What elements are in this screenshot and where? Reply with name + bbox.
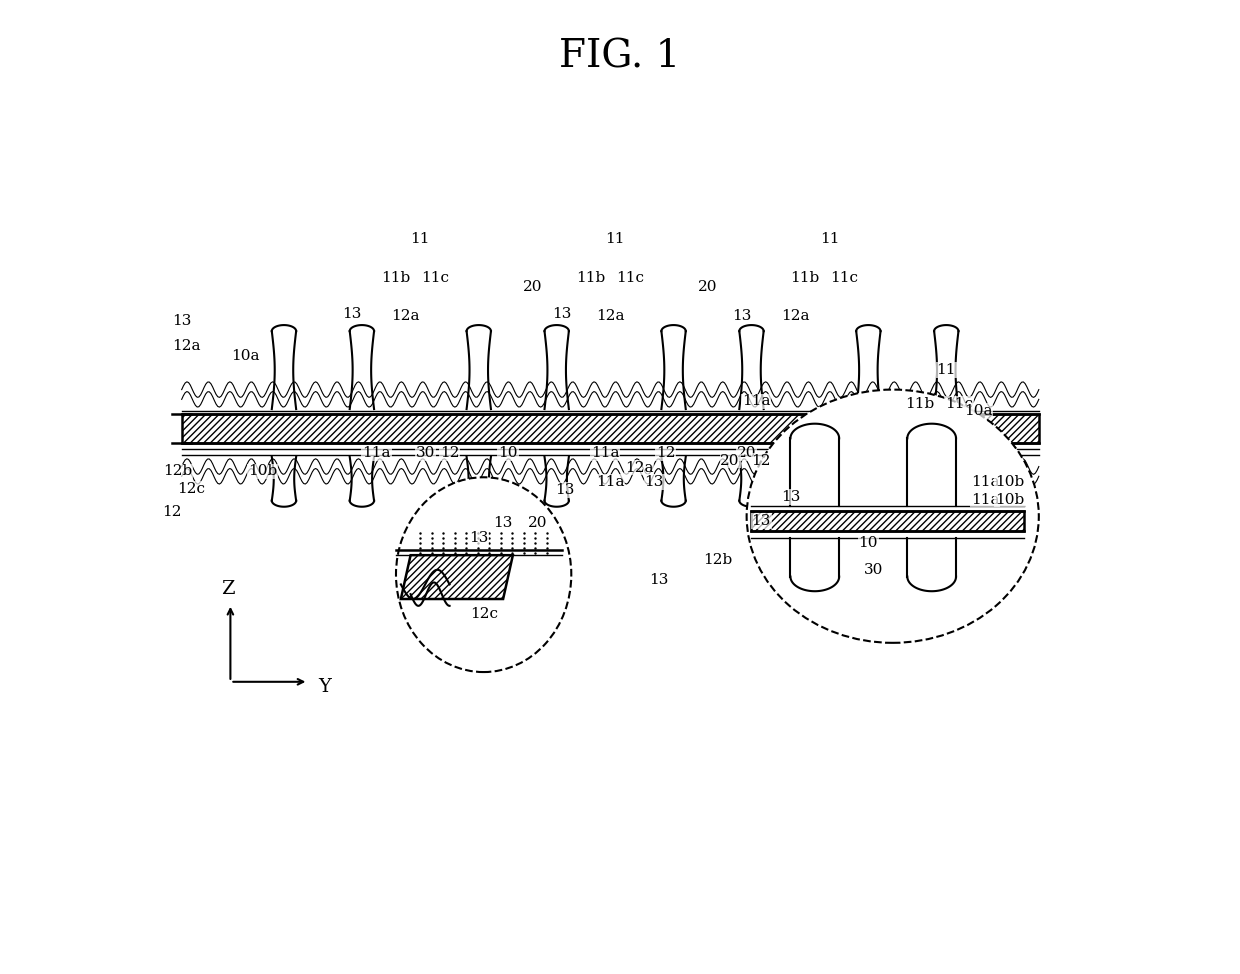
Text: 13: 13 xyxy=(554,483,574,497)
Text: 12: 12 xyxy=(440,446,459,460)
Ellipse shape xyxy=(396,477,572,672)
Text: 10b: 10b xyxy=(248,465,278,478)
Text: 11a: 11a xyxy=(742,394,770,408)
Text: 10a: 10a xyxy=(231,349,259,362)
Text: 12c: 12c xyxy=(470,607,497,620)
Text: 11c: 11c xyxy=(616,271,644,284)
Text: 11b: 11b xyxy=(905,397,935,411)
Text: 11: 11 xyxy=(410,232,430,245)
Text: 20: 20 xyxy=(720,454,740,468)
Polygon shape xyxy=(401,555,513,599)
Text: 13: 13 xyxy=(650,573,668,586)
Text: 13: 13 xyxy=(552,307,572,320)
Text: 12a: 12a xyxy=(392,309,420,322)
Text: 11: 11 xyxy=(605,232,625,245)
Text: 20: 20 xyxy=(522,281,542,294)
Text: 11b: 11b xyxy=(382,271,410,284)
Bar xyxy=(182,414,1039,443)
Text: 10a: 10a xyxy=(965,404,993,418)
Text: 10: 10 xyxy=(858,537,878,550)
Bar xyxy=(751,511,1024,531)
Text: 12b: 12b xyxy=(164,465,192,478)
Text: 11a: 11a xyxy=(596,475,625,489)
Ellipse shape xyxy=(746,390,1039,643)
Text: 13: 13 xyxy=(781,490,800,504)
Text: 11a: 11a xyxy=(362,446,391,460)
Text: 13: 13 xyxy=(732,309,751,322)
Text: 10: 10 xyxy=(498,446,518,460)
Text: Y: Y xyxy=(317,678,331,695)
Text: 12: 12 xyxy=(751,454,771,468)
Text: FIG. 1: FIG. 1 xyxy=(559,39,681,76)
Text: 12a: 12a xyxy=(625,461,653,474)
Text: 11a: 11a xyxy=(971,475,999,489)
Text: 12a: 12a xyxy=(596,309,625,322)
Text: 12a: 12a xyxy=(781,309,810,322)
Text: 13: 13 xyxy=(469,531,489,544)
Text: 12a: 12a xyxy=(172,339,201,353)
Text: 30: 30 xyxy=(415,446,435,460)
Text: 11b: 11b xyxy=(577,271,605,284)
Text: 10b: 10b xyxy=(994,493,1024,506)
Text: 13: 13 xyxy=(172,315,191,328)
Text: 12b: 12b xyxy=(703,553,732,567)
Text: 20: 20 xyxy=(527,516,547,530)
Text: 11: 11 xyxy=(820,232,839,245)
Text: 11c: 11c xyxy=(830,271,858,284)
Text: 11a: 11a xyxy=(971,493,999,506)
Text: 20: 20 xyxy=(698,281,718,294)
Text: 11b: 11b xyxy=(790,271,820,284)
Text: 13: 13 xyxy=(751,514,771,528)
Text: 12: 12 xyxy=(656,446,676,460)
Text: 11: 11 xyxy=(936,363,956,377)
Text: 13: 13 xyxy=(342,307,362,320)
Text: 13: 13 xyxy=(494,516,513,530)
Text: 13: 13 xyxy=(645,475,663,489)
Text: 20: 20 xyxy=(737,446,756,460)
Text: 10b: 10b xyxy=(994,475,1024,489)
Text: 30: 30 xyxy=(863,563,883,577)
Text: Z: Z xyxy=(221,581,234,598)
Text: 12c: 12c xyxy=(177,482,206,496)
Text: 11c: 11c xyxy=(420,271,449,284)
Text: 11c: 11c xyxy=(945,397,973,411)
Text: 11a: 11a xyxy=(591,446,620,460)
Text: 12: 12 xyxy=(162,506,182,519)
